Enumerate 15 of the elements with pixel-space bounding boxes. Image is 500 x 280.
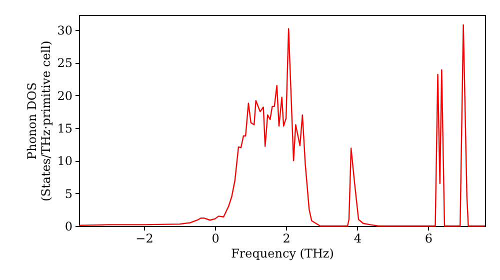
x-tick-label: 4 bbox=[354, 232, 362, 246]
y-tick-label: 0 bbox=[64, 220, 72, 234]
x-axis-title: Frequency (THz) bbox=[231, 246, 334, 260]
y-axis-title: Phonon DOS (States/THz·primitive cell) bbox=[25, 40, 54, 202]
x-tick-label: −2 bbox=[136, 232, 154, 246]
x-tick-label: 2 bbox=[282, 232, 290, 246]
y-tick-label: 15 bbox=[57, 122, 72, 136]
y-tick-label: 20 bbox=[57, 88, 72, 103]
x-tick-label: 6 bbox=[424, 232, 432, 246]
y-tick-label: 25 bbox=[57, 56, 72, 70]
y-tick-label: 30 bbox=[57, 24, 72, 38]
y-tick-label: 10 bbox=[57, 154, 72, 168]
line-series bbox=[78, 24, 486, 227]
y-tick-label: 5 bbox=[64, 186, 72, 201]
x-tick-label: 0 bbox=[212, 232, 220, 246]
